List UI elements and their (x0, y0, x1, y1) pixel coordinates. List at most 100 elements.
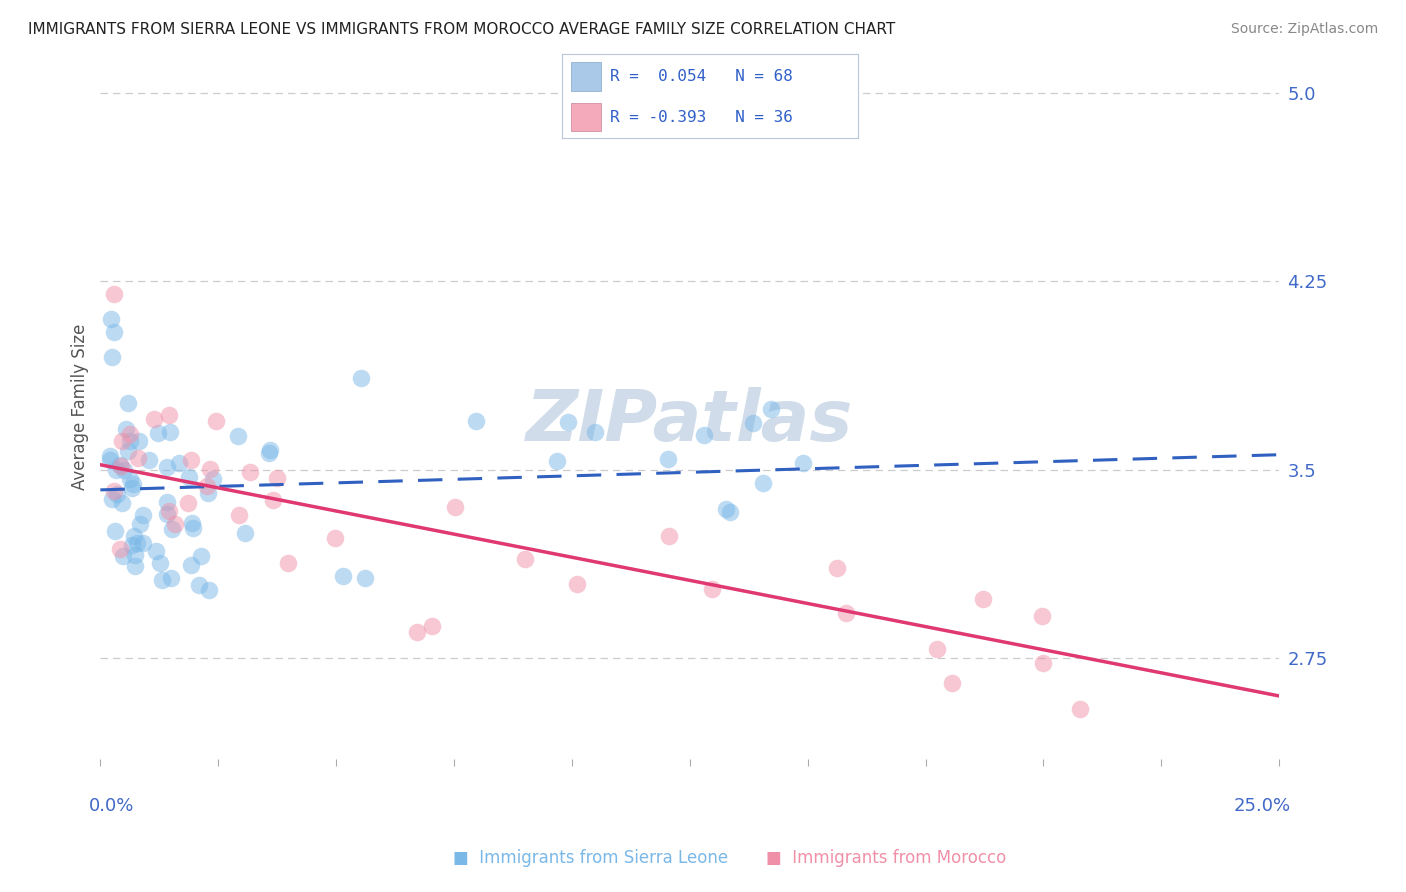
Point (177, 496, 200, 510)
Point (464, 415, 486, 429)
Point (714, 501, 737, 516)
Point (226, 429, 249, 443)
Point (108, 458, 131, 473)
Point (124, 559, 146, 574)
Point (105, 487, 128, 501)
Point (259, 442, 281, 457)
Point (159, 425, 181, 439)
Point (128, 434, 150, 448)
Point (700, 582, 723, 597)
Text: 0.0%: 0.0% (89, 797, 134, 815)
Point (332, 569, 354, 583)
Point (353, 571, 375, 585)
Point (1069, 701, 1091, 715)
Point (156, 460, 179, 475)
Point (239, 465, 262, 479)
Point (1031, 609, 1053, 624)
Point (513, 551, 536, 566)
Point (127, 451, 149, 466)
Point (127, 535, 149, 549)
Point (138, 453, 160, 467)
Point (118, 434, 141, 448)
Point (156, 494, 179, 508)
Point (180, 453, 202, 467)
Point (120, 426, 142, 441)
Text: 25.0%: 25.0% (1234, 797, 1291, 815)
Bar (571, 103, 600, 131)
Point (751, 476, 773, 491)
Point (177, 469, 200, 483)
Point (114, 421, 136, 435)
Point (941, 675, 963, 690)
Point (202, 472, 225, 486)
Point (104, 524, 127, 538)
Point (181, 521, 204, 535)
Point (124, 549, 146, 563)
Point (658, 529, 681, 543)
Point (200, 462, 222, 476)
Bar (571, 62, 600, 91)
Point (111, 549, 134, 564)
Point (156, 507, 179, 521)
Point (180, 558, 202, 573)
Point (198, 582, 221, 597)
Point (160, 522, 183, 536)
Point (204, 414, 226, 428)
Point (100, 492, 122, 507)
Point (121, 481, 143, 495)
Point (111, 496, 134, 510)
Point (761, 401, 783, 416)
Point (149, 557, 172, 571)
Point (546, 454, 568, 468)
Text: ZIPatlas: ZIPatlas (526, 386, 853, 456)
Point (228, 508, 250, 522)
Point (163, 517, 186, 532)
Point (972, 591, 994, 606)
Point (277, 556, 299, 570)
Text: IMMIGRANTS FROM SIERRA LEONE VS IMMIGRANTS FROM MOROCCO AVERAGE FAMILY SIZE CORR: IMMIGRANTS FROM SIERRA LEONE VS IMMIGRAN… (28, 22, 896, 37)
Point (406, 624, 429, 639)
Point (117, 444, 139, 458)
Point (187, 578, 209, 592)
Text: ■  Immigrants from Sierra Leone: ■ Immigrants from Sierra Leone (453, 849, 728, 867)
Point (444, 500, 467, 515)
Point (143, 412, 166, 426)
Point (131, 536, 153, 550)
Point (105, 463, 128, 477)
Point (565, 577, 588, 591)
Point (350, 371, 373, 385)
Point (693, 428, 716, 442)
Point (925, 641, 948, 656)
Point (122, 477, 145, 491)
Point (110, 459, 132, 474)
Point (835, 606, 858, 620)
Point (112, 463, 135, 477)
Point (323, 531, 346, 545)
Point (257, 446, 280, 460)
Text: R = -0.393   N = 36: R = -0.393 N = 36 (610, 110, 793, 125)
Point (825, 560, 848, 574)
Point (262, 492, 284, 507)
Point (122, 528, 145, 542)
Point (145, 543, 167, 558)
Y-axis label: Average Family Size: Average Family Size (72, 324, 89, 490)
Point (792, 456, 814, 470)
Point (657, 452, 679, 467)
Point (118, 472, 141, 486)
Point (121, 538, 143, 552)
Point (585, 425, 607, 439)
Point (128, 516, 150, 531)
Point (148, 426, 170, 441)
Point (101, 350, 124, 364)
Point (741, 416, 763, 430)
Point (167, 456, 190, 470)
Point (190, 549, 212, 563)
Point (197, 486, 219, 500)
Point (157, 504, 180, 518)
Point (132, 508, 155, 523)
Point (100, 312, 122, 326)
Point (420, 619, 443, 633)
Point (1032, 657, 1054, 671)
Point (98, 453, 121, 467)
Point (718, 505, 741, 519)
